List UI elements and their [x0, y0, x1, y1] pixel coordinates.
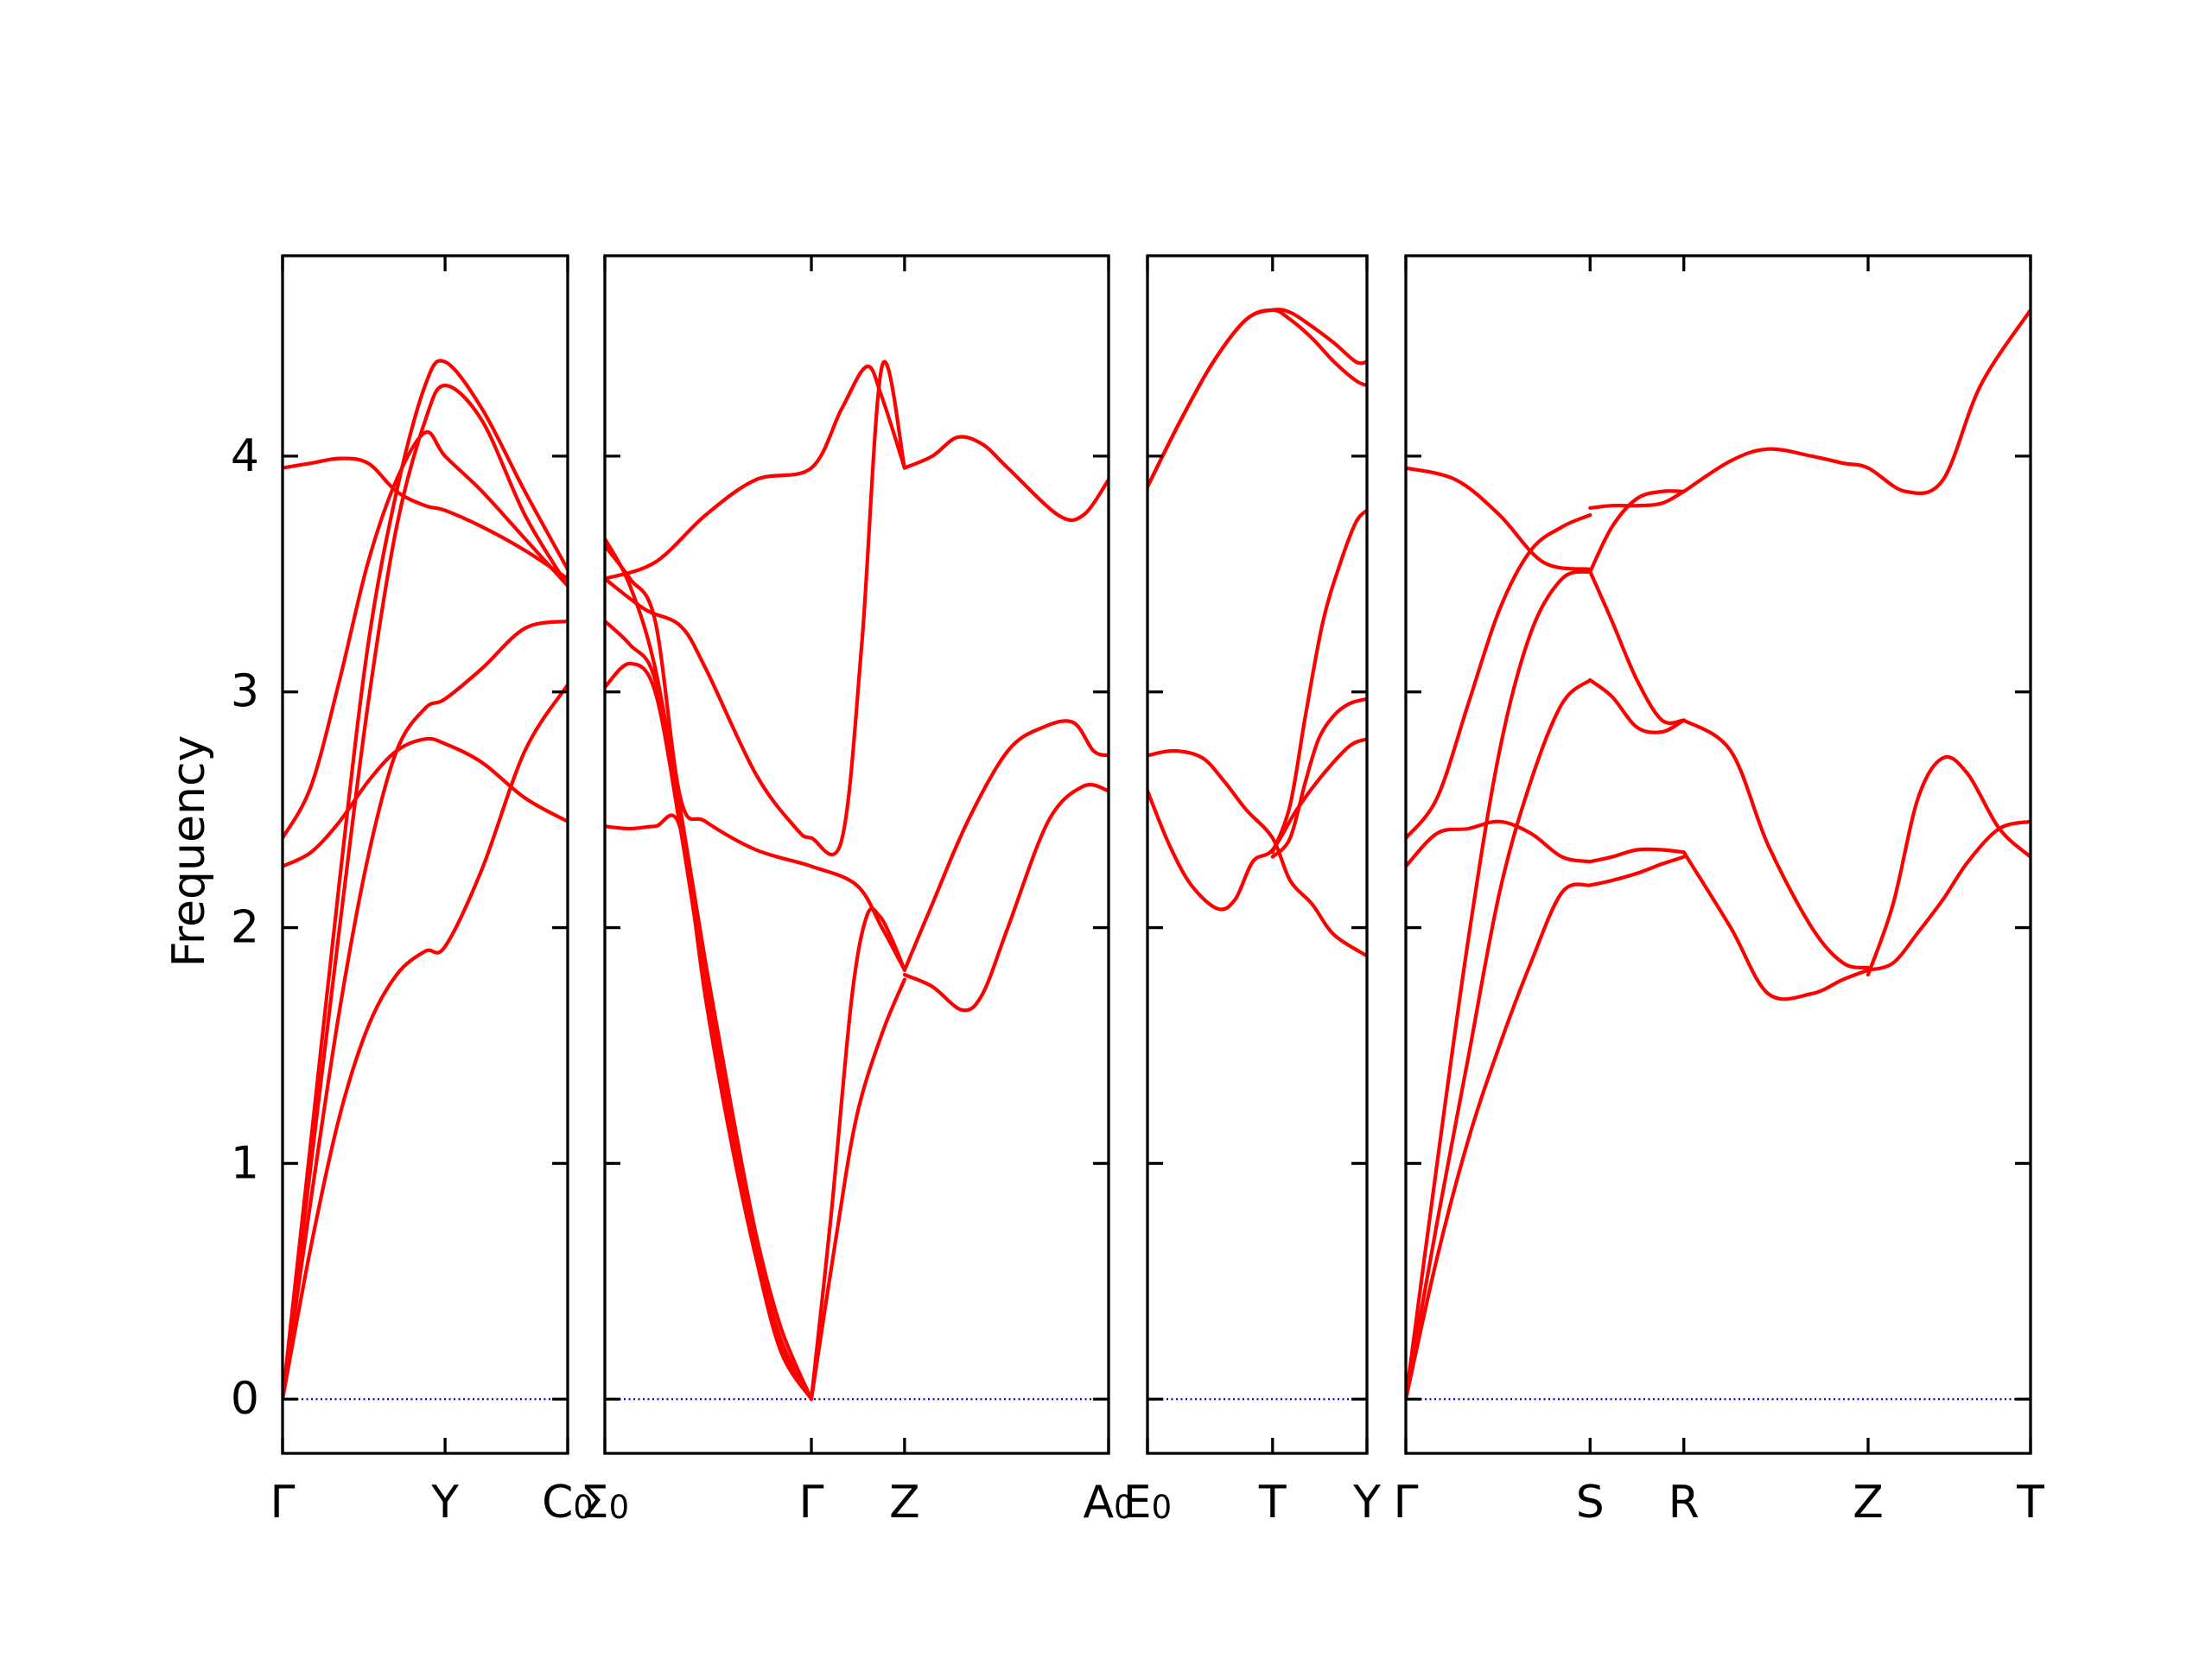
band-line [1406, 882, 1592, 1402]
bands [605, 359, 1109, 1402]
x-tick-label: A0 [1083, 1477, 1134, 1529]
band-line [1147, 748, 1367, 958]
band-line [1406, 466, 1592, 571]
band-line [605, 543, 906, 972]
x-tick-label: T [1258, 1477, 1287, 1529]
bands [283, 359, 568, 1402]
band-line [1588, 489, 1686, 510]
bands [1147, 308, 1367, 958]
band-line [283, 429, 568, 840]
x-tick-label: Γ [270, 1477, 296, 1529]
y-axis: 0 1 2 3 4 [231, 430, 259, 1425]
x-tick-label: Σ0 [581, 1477, 629, 1529]
band-line [283, 683, 568, 1402]
y-tick-label: 2 [231, 902, 259, 954]
band-line [1270, 508, 1367, 855]
band-line [1588, 847, 1686, 864]
band-line [809, 977, 906, 1402]
x-tick-label: E0 [1123, 1477, 1172, 1529]
chart-panel-3: E0 T Y [1123, 254, 1381, 1529]
band-line [1406, 678, 1592, 1402]
band-line [902, 783, 1109, 1013]
x-tick-label: S [1576, 1477, 1605, 1529]
bands [1406, 308, 2031, 1402]
band-line [1681, 308, 2031, 496]
x-tick-label: R [1669, 1477, 1700, 1529]
band-line [1866, 819, 2031, 972]
y-tick-label: 3 [231, 666, 259, 718]
x-tick-label: Z [889, 1477, 920, 1529]
chart-panel-2: Σ0 Γ Z A0 [581, 254, 1135, 1529]
x-tick-label: Γ [799, 1477, 824, 1529]
band-line [1147, 308, 1367, 489]
band-line [1406, 513, 1592, 840]
panel-frame [1404, 254, 2032, 1455]
band-line [1588, 855, 1686, 887]
band-line [283, 456, 568, 581]
band-line [902, 435, 1109, 523]
band-line [283, 736, 568, 868]
x-tick-label: T [2016, 1477, 2044, 1529]
y-tick-label: 1 [231, 1137, 259, 1189]
y-axis-label: Frequency [163, 735, 215, 968]
band-line [1406, 569, 1592, 1402]
x-tick-label: C0 [542, 1477, 594, 1529]
band-line [605, 813, 814, 1402]
x-tick-label: Y [430, 1477, 459, 1529]
band-line [605, 537, 814, 1402]
x-tick-label: Γ [1394, 1477, 1419, 1529]
band-line [283, 619, 568, 1402]
chart-panel-1: Γ Y C0 [270, 254, 594, 1529]
band-line [809, 906, 906, 1402]
band-line [1270, 696, 1367, 859]
panel-frame [1146, 254, 1369, 1455]
panel-frame [603, 254, 1110, 1455]
band-line [283, 384, 568, 1402]
x-tick-label: Z [1853, 1477, 1884, 1529]
band-line [1588, 489, 1686, 574]
band-line [283, 359, 568, 1402]
y-tick-label: 4 [231, 430, 259, 482]
panel-frame [281, 254, 569, 1455]
band-line [605, 365, 906, 581]
band-line [1588, 569, 1686, 725]
band-line [1681, 850, 1871, 1001]
y-tick-label: 0 [231, 1373, 259, 1425]
band-line [902, 719, 1109, 972]
band-line [1588, 678, 1686, 734]
band-line [1406, 819, 1592, 868]
x-tick-label: Y [1352, 1477, 1381, 1529]
band-line [605, 359, 906, 856]
band-line [1147, 737, 1367, 912]
band-line [1681, 718, 1871, 970]
